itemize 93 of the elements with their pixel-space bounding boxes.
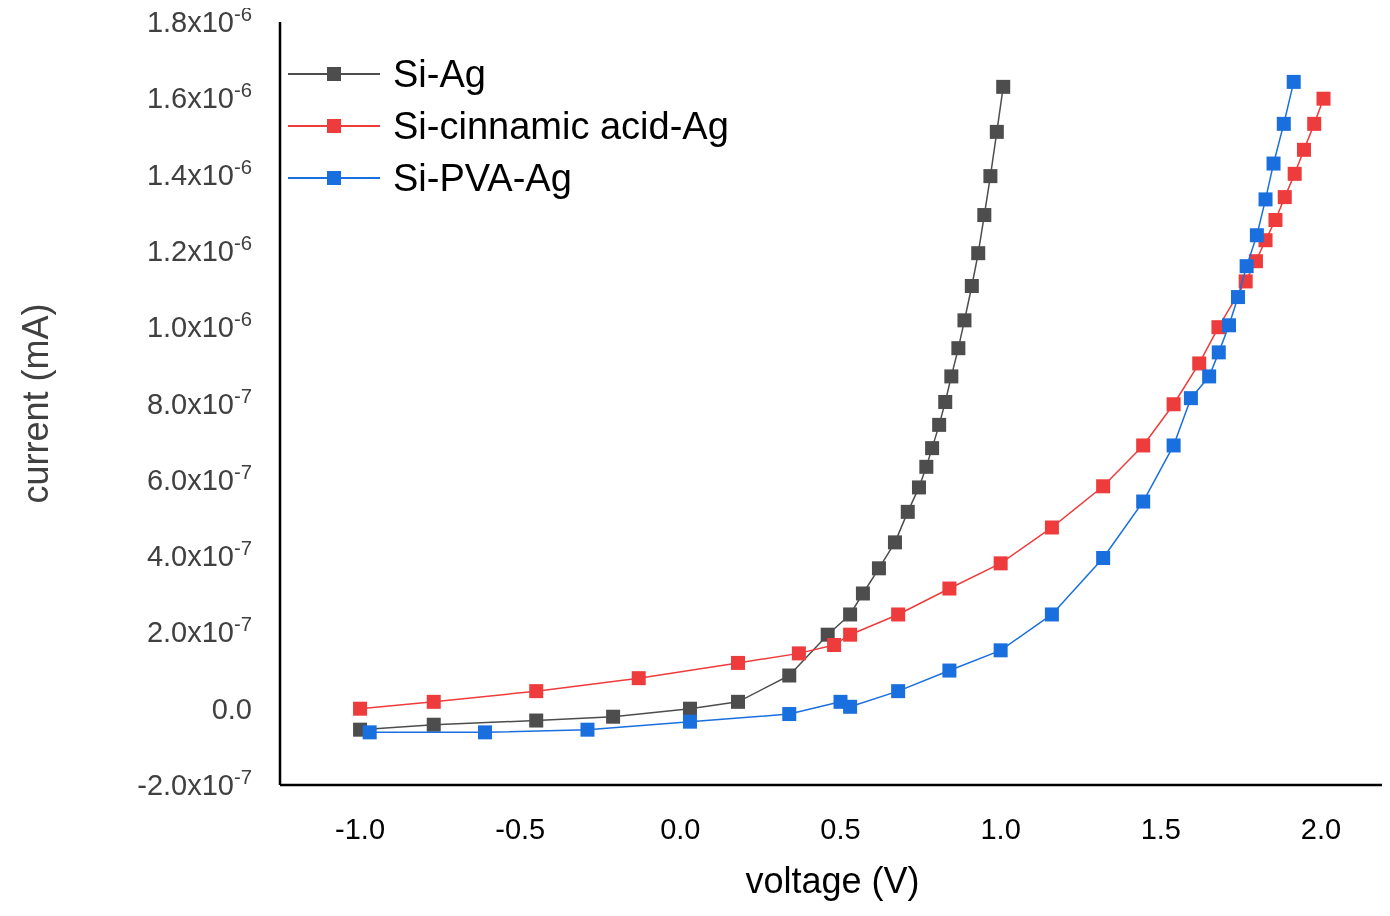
point [843, 627, 858, 642]
point [1277, 190, 1292, 205]
point [682, 701, 697, 716]
point [996, 79, 1011, 94]
point [1316, 91, 1331, 106]
point [782, 707, 797, 722]
point [1239, 259, 1254, 274]
x-tick-label: 1.5 [1140, 813, 1181, 845]
point [1307, 116, 1322, 131]
y-tick-label: 4.0x10$^{-7}$ [146, 537, 252, 573]
point [964, 279, 979, 293]
point [957, 313, 972, 328]
point [782, 668, 797, 683]
point [900, 504, 915, 519]
point [1230, 290, 1245, 305]
point [682, 714, 697, 729]
point [1202, 369, 1217, 384]
point [731, 694, 746, 709]
point [993, 556, 1008, 571]
point [362, 725, 377, 740]
point [1192, 356, 1207, 371]
point [919, 459, 934, 474]
x-axis-title: voltage (V) [745, 860, 920, 901]
point [1222, 318, 1237, 333]
point [925, 441, 940, 456]
point [1183, 391, 1198, 406]
point [989, 124, 1004, 139]
point [1211, 345, 1226, 360]
point [1166, 397, 1181, 412]
point [887, 535, 902, 550]
y-tick-label: 1.0x10$^{-6}$ [146, 308, 252, 344]
point [938, 394, 953, 409]
point [1166, 438, 1181, 453]
point [993, 643, 1008, 658]
point [891, 684, 906, 699]
point [353, 701, 368, 716]
point [1249, 228, 1264, 243]
x-tick-label: 2.0 [1300, 813, 1342, 845]
point [891, 607, 906, 622]
point [843, 607, 858, 622]
point [1136, 494, 1151, 509]
point [477, 725, 492, 740]
point [731, 655, 746, 670]
x-tick-label: -0.5 [495, 813, 546, 845]
y-tick-label: 0.0 [211, 692, 252, 725]
point [426, 694, 441, 709]
y-tick-label: -2.0x10$^{-7}$ [137, 766, 252, 801]
y-tick-label: 6.0x10$^{-7}$ [146, 460, 252, 496]
point [1296, 142, 1311, 157]
point [1044, 607, 1059, 622]
point [426, 717, 441, 732]
y-tick-label: 1.2x10$^{-6}$ [146, 231, 252, 267]
x-tick-label: 0.5 [820, 813, 861, 845]
legend-label: Si-cinnamic acid-Ag [393, 105, 729, 147]
point [942, 663, 957, 678]
point [1136, 438, 1151, 453]
point [529, 684, 544, 699]
point [1044, 520, 1059, 535]
point [631, 671, 646, 686]
y-tick-label: 8.0x10$^{-7}$ [146, 384, 252, 420]
point [871, 561, 886, 576]
point [1258, 192, 1273, 207]
point [791, 646, 806, 661]
point [944, 369, 959, 384]
point [1096, 479, 1111, 494]
y-axis-title: current (mA) [15, 303, 56, 504]
point [606, 709, 621, 724]
x-tick-label: -1.0 [335, 813, 386, 845]
point [843, 699, 858, 714]
point [983, 169, 998, 184]
y-tick-label: 2.0x10$^{-7}$ [146, 613, 252, 649]
y-tick-label: 1.4x10$^{-6}$ [146, 155, 252, 191]
x-tick-label: 0.0 [660, 813, 701, 845]
point [932, 417, 947, 432]
point [942, 581, 957, 596]
point [1268, 213, 1283, 227]
point [971, 246, 986, 261]
point [977, 208, 992, 223]
point [827, 637, 842, 652]
y-tick-label: 1.6x10$^{-6}$ [146, 79, 252, 115]
point [1276, 116, 1291, 131]
point [1287, 166, 1302, 181]
point [1096, 551, 1111, 566]
point [1266, 156, 1281, 171]
point [855, 586, 870, 601]
point [580, 722, 595, 737]
point [911, 480, 926, 495]
point [529, 713, 544, 728]
point [1286, 74, 1301, 89]
legend-label: Si-PVA-Ag [393, 157, 572, 199]
point [951, 341, 966, 356]
x-tick-label: 1.0 [980, 813, 1021, 845]
legend-label: Si-Ag [393, 53, 486, 95]
